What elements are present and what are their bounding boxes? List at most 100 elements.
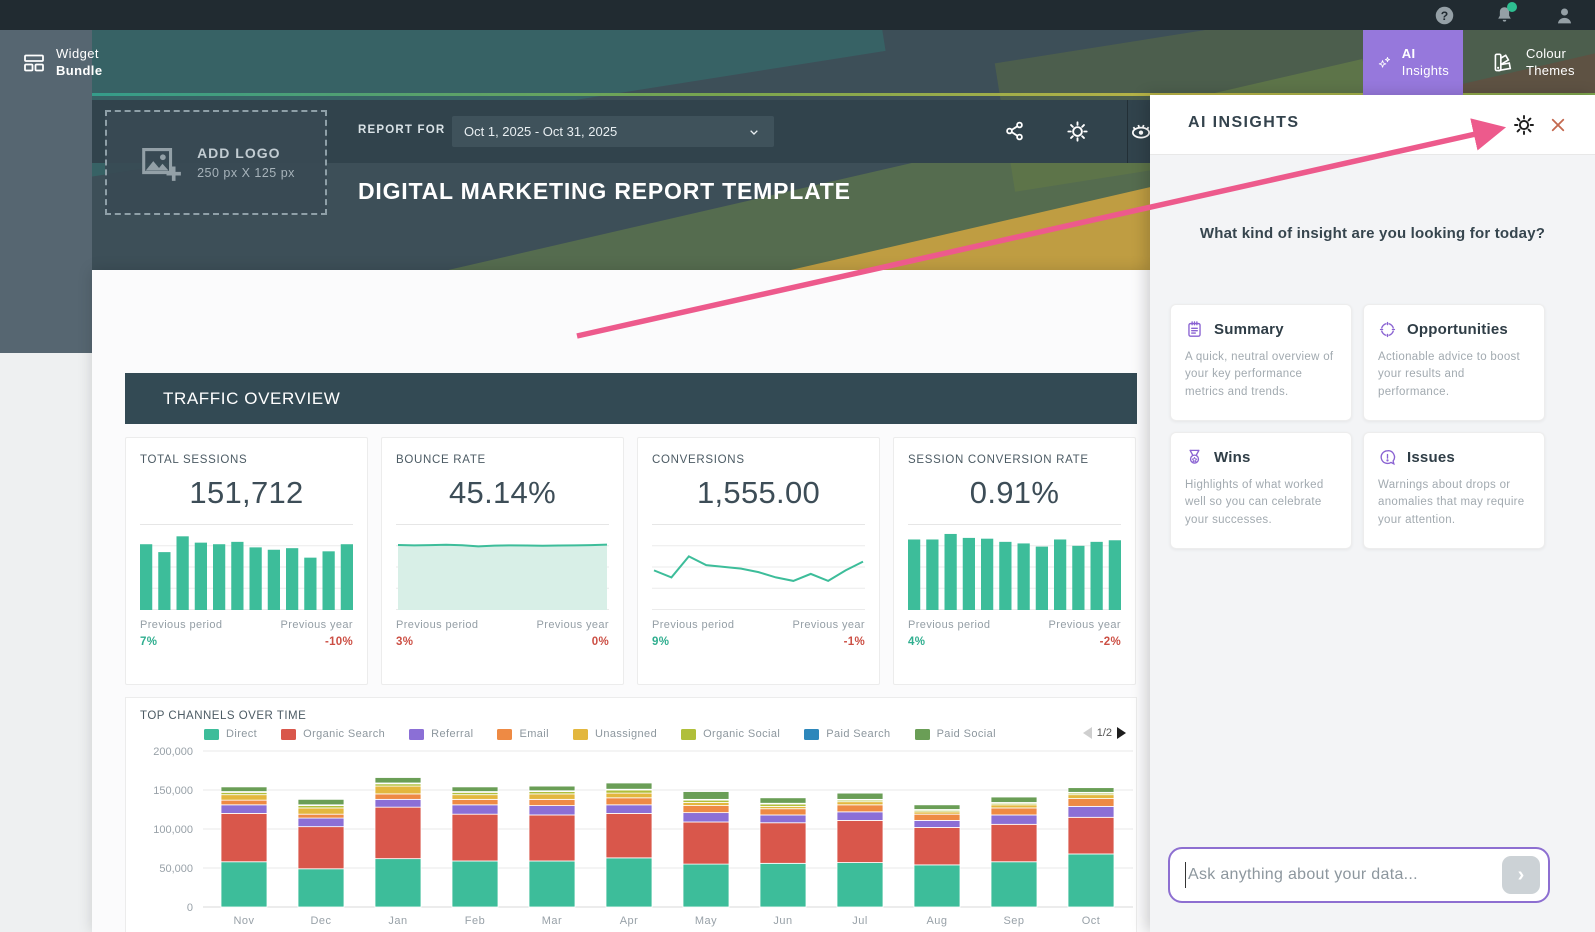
svg-text:50,000: 50,000 — [159, 863, 193, 875]
svg-text:Jun: Jun — [773, 915, 792, 927]
insight-card-desc: Actionable advice to boost your results … — [1378, 351, 1521, 398]
colour-fan-icon — [1494, 53, 1512, 71]
legend-item-unassigned[interactable]: Unassigned — [573, 728, 657, 740]
kpi-label: CONVERSIONS — [652, 454, 745, 466]
legend-item-organic-social[interactable]: Organic Social — [681, 728, 780, 740]
report-settings-gear-icon[interactable] — [1060, 114, 1094, 148]
prev-year-value: -10% — [324, 636, 353, 648]
legend-swatch — [914, 728, 930, 740]
prev-period-label: Previous period — [908, 619, 991, 631]
user-avatar-icon[interactable] — [1553, 4, 1575, 26]
ai-panel-header: AI INSIGHTS — [1150, 95, 1595, 155]
kpi-label: SESSION CONVERSION RATE — [908, 454, 1089, 466]
insight-card-title: Summary — [1214, 321, 1284, 338]
prev-year-label: Previous year — [280, 619, 353, 631]
legend-swatch — [281, 728, 297, 740]
prev-year-value: 0% — [591, 636, 609, 648]
app-navbar: Widget Bundle AI Insights Colour Themes — [0, 30, 1595, 95]
prev-period-label: Previous period — [652, 619, 735, 631]
brand-name: Widget Bundle — [56, 46, 103, 78]
prev-period-value: 7% — [140, 636, 158, 648]
legend-label: Referral — [431, 728, 474, 740]
svg-text:150,000: 150,000 — [153, 785, 193, 797]
prev-year-label: Previous year — [536, 619, 609, 631]
legend-label: Organic Social — [703, 728, 781, 740]
insight-card-issues[interactable]: Issues Warnings about drops or anomalies… — [1363, 432, 1545, 549]
bounce-rate-sparkline — [396, 524, 609, 610]
colour-themes-nav-button[interactable]: Colour Themes — [1476, 30, 1595, 95]
date-range-value: Oct 1, 2025 - Oct 31, 2025 — [464, 124, 618, 139]
legend-item-referral[interactable]: Referral — [409, 728, 473, 740]
svg-text:100,000: 100,000 — [153, 824, 193, 836]
help-icon[interactable]: ? — [1433, 4, 1455, 26]
insight-card-summary[interactable]: Summary A quick, neutral overview of you… — [1170, 304, 1352, 421]
global-topbar: ? — [0, 0, 1595, 30]
pager-label: 1/2 — [1096, 727, 1112, 739]
chart-legend: Direct Organic Search Referral Email Unassig… — [204, 728, 996, 740]
pager-next-icon[interactable] — [1117, 727, 1126, 739]
legend-swatch — [204, 728, 219, 740]
legend-item-email[interactable]: Email — [497, 728, 549, 740]
svg-text:Feb: Feb — [465, 915, 485, 927]
prev-period-value: 9% — [652, 636, 670, 648]
legend-label: Paid Search — [826, 728, 891, 740]
colour-themes-label: Colour Themes — [1526, 46, 1575, 78]
legend-label: Organic Search — [303, 728, 386, 740]
input-placeholder: Ask anything about your data... — [1188, 866, 1418, 883]
insight-card-opportunities[interactable]: Opportunities Actionable advice to boost… — [1363, 304, 1545, 421]
sparkles-icon — [1378, 56, 1391, 68]
legend-label: Direct — [226, 728, 258, 740]
date-range-dropdown[interactable]: Oct 1, 2025 - Oct 31, 2025 — [452, 116, 774, 147]
kpi-value: 45.14% — [449, 475, 556, 510]
report-page: TRAFFIC OVERVIEW TOTAL SESSIONS 151,712 … — [92, 270, 1150, 932]
legend-swatch — [409, 728, 425, 740]
ai-panel-close-icon[interactable] — [1547, 114, 1569, 136]
notepad-icon — [1188, 321, 1201, 337]
insight-card-desc: Warnings about drops or anomalies that m… — [1378, 479, 1525, 526]
svg-text:0: 0 — [187, 902, 193, 914]
insight-card-desc: A quick, neutral overview of your key pe… — [1185, 351, 1334, 398]
send-button[interactable]: › — [1502, 856, 1540, 894]
share-icon[interactable] — [998, 114, 1032, 148]
prev-year-value: -2% — [1099, 636, 1121, 648]
notification-badge — [1507, 2, 1517, 12]
ai-insights-panel: AI INSIGHTS What kind of insight are you… — [1150, 95, 1595, 932]
svg-text:Oct: Oct — [1082, 915, 1101, 927]
legend-label: Paid Social — [936, 728, 996, 740]
prev-year-value: -1% — [843, 636, 865, 648]
svg-text:Aug: Aug — [926, 915, 947, 927]
svg-text:May: May — [695, 915, 717, 927]
page-left-gutter — [0, 353, 92, 932]
svg-text:Apr: Apr — [620, 915, 639, 927]
legend-label: Unassigned — [595, 728, 658, 740]
legend-item-paid-search[interactable]: Paid Search — [804, 728, 890, 740]
alert-bubble-icon — [1380, 450, 1396, 466]
legend-pager: 1/2 — [1082, 727, 1126, 739]
insight-card-wins[interactable]: Wins Highlights of what worked well so y… — [1170, 432, 1352, 549]
kpi-card-bounce-rate: BOUNCE RATE 45.14% Previous period Previo… — [381, 437, 624, 685]
target-icon — [1379, 321, 1396, 338]
notifications-bell-icon[interactable] — [1493, 2, 1517, 26]
ai-insights-nav-button[interactable]: AI Insights — [1363, 30, 1463, 95]
widget-bundle-logo[interactable]: Widget Bundle — [22, 30, 102, 95]
ai-settings-gear-icon[interactable] — [1511, 112, 1537, 138]
ai-question-text: What kind of insight are you looking for… — [1199, 225, 1546, 242]
add-logo-title: ADD LOGO — [197, 144, 281, 161]
svg-text:Sep: Sep — [1003, 915, 1024, 927]
report-title: DIGITAL MARKETING REPORT TEMPLATE — [358, 178, 851, 204]
conversions-sparkline — [652, 524, 865, 610]
legend-item-organic-search[interactable]: Organic Search — [281, 728, 385, 740]
top-channels-title: TOP CHANNELS OVER TIME — [140, 710, 307, 722]
prev-period-label: Previous period — [140, 619, 223, 631]
legend-label: Email — [519, 728, 549, 740]
legend-swatch — [497, 728, 513, 740]
legend-item-direct[interactable]: Direct — [204, 728, 257, 740]
add-logo-placeholder[interactable]: ADD LOGO 250 px X 125 px — [105, 110, 327, 215]
ai-insight-options: Summary A quick, neutral overview of you… — [1170, 304, 1546, 549]
ask-data-input[interactable]: Ask anything about your data... › — [1168, 847, 1550, 903]
image-add-icon — [142, 147, 181, 181]
legend-item-paid-social[interactable]: Paid Social — [914, 728, 996, 740]
kpi-label: BOUNCE RATE — [396, 454, 486, 466]
pager-prev-icon[interactable] — [1082, 727, 1092, 739]
